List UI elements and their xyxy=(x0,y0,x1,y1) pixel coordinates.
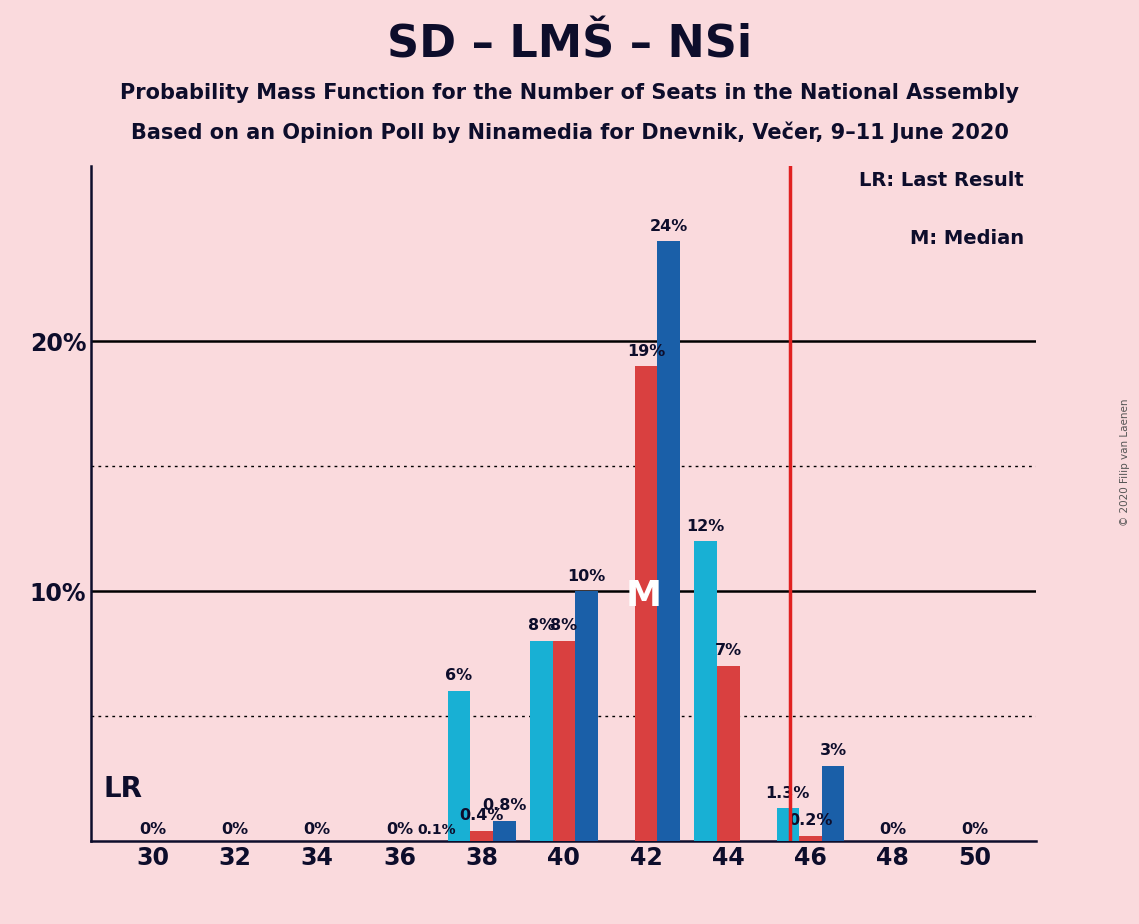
Text: 7%: 7% xyxy=(714,643,741,659)
Text: 0%: 0% xyxy=(139,822,166,837)
Text: 0%: 0% xyxy=(304,822,330,837)
Text: © 2020 Filip van Laenen: © 2020 Filip van Laenen xyxy=(1120,398,1130,526)
Text: 6%: 6% xyxy=(445,668,473,684)
Bar xyxy=(777,808,800,841)
Text: 12%: 12% xyxy=(687,518,724,533)
Text: 10%: 10% xyxy=(567,568,606,584)
Text: 3%: 3% xyxy=(819,744,846,759)
Text: 0.4%: 0.4% xyxy=(459,808,503,823)
Text: SD – LMŠ – NSi: SD – LMŠ – NSi xyxy=(387,23,752,67)
Bar xyxy=(821,766,844,841)
Bar xyxy=(552,641,575,841)
Text: 8%: 8% xyxy=(550,618,577,634)
Text: 0%: 0% xyxy=(386,822,413,837)
Text: LR: LR xyxy=(104,775,142,803)
Text: 0.2%: 0.2% xyxy=(788,813,833,828)
Bar xyxy=(530,641,552,841)
Text: 8%: 8% xyxy=(527,618,555,634)
Text: 0%: 0% xyxy=(221,822,248,837)
Text: 1.3%: 1.3% xyxy=(765,786,810,801)
Bar xyxy=(470,831,493,841)
Bar xyxy=(716,666,739,841)
Text: Based on an Opinion Poll by Ninamedia for Dnevnik, Večer, 9–11 June 2020: Based on an Opinion Poll by Ninamedia fo… xyxy=(131,122,1008,143)
Text: 24%: 24% xyxy=(649,219,688,234)
Text: 19%: 19% xyxy=(626,344,665,359)
Text: Probability Mass Function for the Number of Seats in the National Assembly: Probability Mass Function for the Number… xyxy=(120,83,1019,103)
Text: M: M xyxy=(626,579,662,613)
Bar xyxy=(575,591,598,841)
Bar xyxy=(695,541,716,841)
Bar xyxy=(493,821,516,841)
Bar xyxy=(657,241,680,841)
Text: LR: Last Result: LR: Last Result xyxy=(860,171,1024,190)
Text: 0%: 0% xyxy=(961,822,989,837)
Text: 0.1%: 0.1% xyxy=(417,823,456,837)
Text: 0.8%: 0.8% xyxy=(482,798,526,813)
Text: M: Median: M: Median xyxy=(910,229,1024,248)
Bar xyxy=(800,836,821,841)
Bar xyxy=(634,366,657,841)
Text: 0%: 0% xyxy=(879,822,907,837)
Bar xyxy=(448,691,470,841)
